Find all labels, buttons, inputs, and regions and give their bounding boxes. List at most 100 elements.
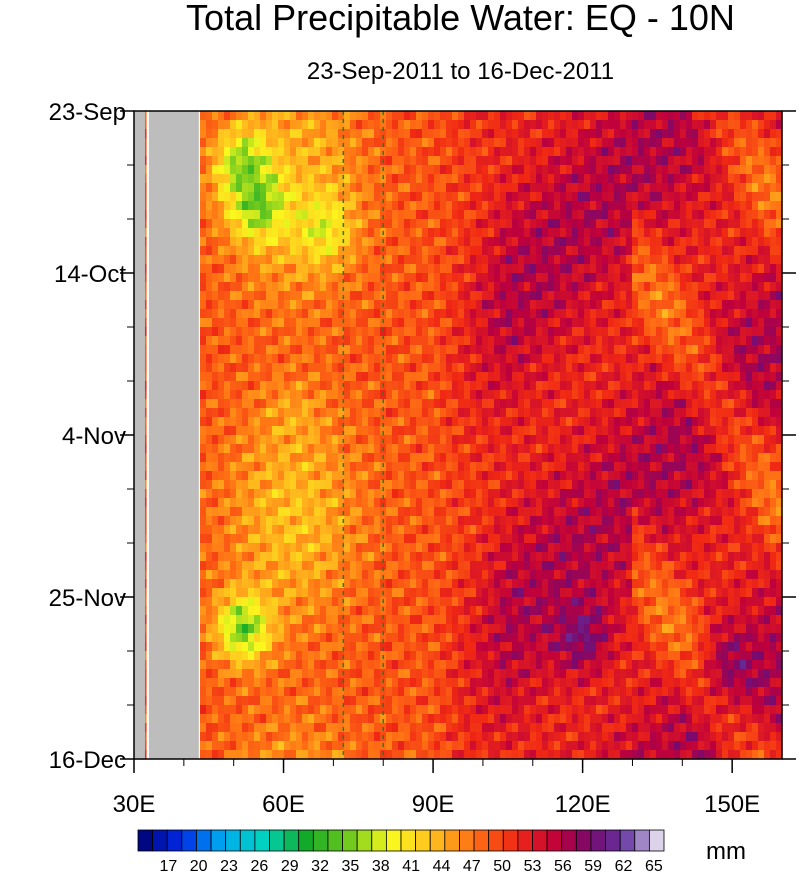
heatmap-cell — [272, 282, 279, 292]
heatmap-cell — [452, 507, 459, 517]
heatmap-cell — [548, 453, 555, 463]
heatmap-cell — [584, 210, 591, 220]
heatmap-cell — [566, 111, 573, 121]
heatmap-cell — [314, 516, 321, 526]
heatmap-cell — [530, 372, 537, 382]
heatmap-cell — [254, 552, 261, 562]
heatmap-cell — [434, 246, 441, 256]
heatmap-cell — [566, 408, 573, 418]
heatmap-cell — [668, 516, 675, 526]
heatmap-cell — [236, 363, 243, 373]
heatmap-cell — [488, 516, 495, 526]
heatmap-cell — [320, 273, 327, 283]
heatmap-cell — [452, 255, 459, 265]
heatmap-cell — [560, 156, 567, 166]
heatmap-cell — [590, 318, 597, 328]
heatmap-cell — [524, 327, 531, 337]
heatmap-cell — [212, 129, 219, 139]
heatmap-cell — [326, 516, 333, 526]
heatmap-cell — [680, 120, 687, 130]
heatmap-cell — [734, 453, 741, 463]
heatmap-cell — [632, 228, 639, 238]
heatmap-cell — [302, 453, 309, 463]
heatmap-cell — [572, 246, 579, 256]
heatmap-cell — [350, 327, 357, 337]
heatmap-cell — [686, 246, 693, 256]
heatmap-cell — [488, 363, 495, 373]
heatmap-cell — [380, 471, 387, 481]
heatmap-cell — [770, 246, 777, 256]
heatmap-cell — [770, 507, 777, 517]
heatmap-cell — [416, 534, 423, 544]
heatmap-cell — [416, 183, 423, 193]
heatmap-cell — [530, 192, 537, 202]
heatmap-cell — [590, 183, 597, 193]
heatmap-cell — [572, 318, 579, 328]
heatmap-cell — [422, 462, 429, 472]
heatmap-cell — [314, 309, 321, 319]
heatmap-cell — [284, 183, 291, 193]
heatmap-cell — [572, 363, 579, 373]
heatmap-cell — [422, 390, 429, 400]
heatmap-cell — [716, 354, 723, 364]
heatmap-cell — [662, 147, 669, 157]
heatmap-cell — [638, 516, 645, 526]
heatmap-cell — [578, 336, 585, 346]
heatmap-cell — [494, 471, 501, 481]
heatmap-cell — [398, 291, 405, 301]
heatmap-cell — [374, 174, 381, 184]
heatmap-cell — [320, 561, 327, 571]
heatmap-cell — [296, 318, 303, 328]
heatmap-cell — [662, 138, 669, 148]
heatmap-cell — [698, 165, 705, 175]
heatmap-cell — [752, 183, 759, 193]
heatmap-cell — [500, 264, 507, 274]
heatmap-cell — [692, 129, 699, 139]
heatmap-cell — [530, 534, 537, 544]
heatmap-cell — [716, 291, 723, 301]
heatmap-cell — [542, 219, 549, 229]
heatmap-cell — [620, 480, 627, 490]
heatmap-cell — [584, 408, 591, 418]
heatmap-cell — [230, 363, 237, 373]
heatmap-cell — [224, 489, 231, 499]
heatmap-cell — [674, 435, 681, 445]
heatmap-cell — [746, 498, 753, 508]
heatmap-cell — [314, 219, 321, 229]
heatmap-cell — [746, 354, 753, 364]
heatmap-cell — [506, 219, 513, 229]
heatmap-cell — [764, 156, 771, 166]
heatmap-cell — [626, 192, 633, 202]
heatmap-cell — [542, 183, 549, 193]
heatmap-cell — [500, 111, 507, 121]
heatmap-cell — [692, 516, 699, 526]
heatmap-cell — [656, 516, 663, 526]
heatmap-cell — [764, 228, 771, 238]
heatmap-cell — [254, 462, 261, 472]
heatmap-cell — [332, 264, 339, 274]
heatmap-cell — [440, 417, 447, 427]
heatmap-cell — [440, 147, 447, 157]
heatmap-cell — [596, 183, 603, 193]
heatmap-cell — [248, 282, 255, 292]
heatmap-cell — [272, 408, 279, 418]
heatmap-cell — [434, 372, 441, 382]
heatmap-cell — [254, 255, 261, 265]
heatmap-cell — [746, 318, 753, 328]
heatmap-cell — [524, 237, 531, 247]
heatmap-cell — [290, 390, 297, 400]
heatmap-cell — [554, 147, 561, 157]
heatmap-cell — [770, 192, 777, 202]
heatmap-cell — [320, 282, 327, 292]
heatmap-cell — [632, 255, 639, 265]
heatmap-cell — [596, 426, 603, 436]
heatmap-cell — [656, 507, 663, 517]
heatmap-cell — [320, 507, 327, 517]
heatmap-cell — [392, 444, 399, 454]
heatmap-cell — [608, 192, 615, 202]
heatmap-cell — [566, 444, 573, 454]
heatmap-cell — [740, 192, 747, 202]
heatmap-cell — [722, 192, 729, 202]
heatmap-cell — [560, 345, 567, 355]
heatmap-cell — [350, 408, 357, 418]
